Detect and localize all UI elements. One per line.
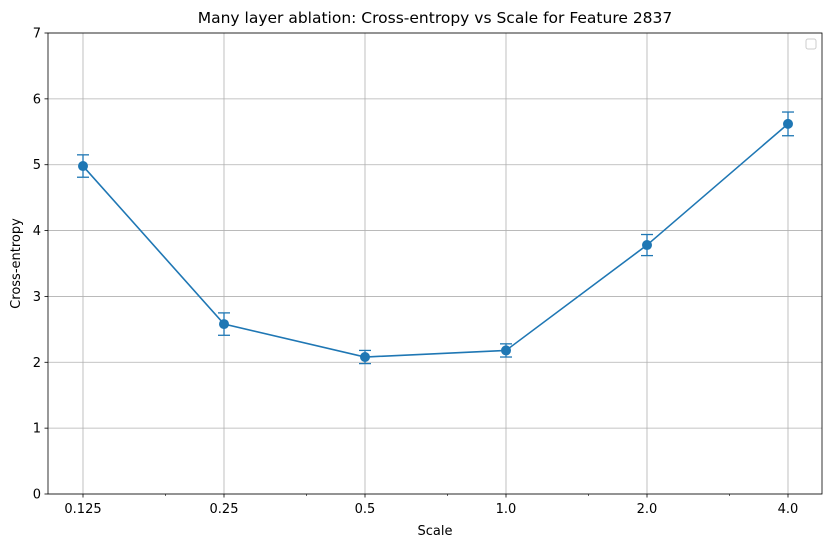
x-tick-label: 1.0 — [496, 502, 517, 517]
series-line — [82, 123, 789, 358]
plot-frame — [47, 32, 823, 495]
series-layer — [77, 111, 794, 365]
y-tick-label: 4 — [33, 224, 41, 239]
x-tick-label: 0.5 — [355, 502, 376, 517]
x-axis-label: Scale — [418, 524, 453, 539]
axes: 0 1 2 3 4 5 6 7 0.125 0.25 0.5 1.0 2.0 4.0 — [33, 27, 799, 518]
y-tick-label: 2 — [33, 356, 41, 371]
y-tick-label: 5 — [33, 158, 41, 173]
data-point — [78, 161, 88, 172]
data-point — [219, 319, 229, 330]
y-tick-label: 6 — [33, 92, 41, 107]
data-point — [360, 352, 370, 363]
y-tick-label: 1 — [33, 422, 41, 437]
y-tick-label: 3 — [33, 290, 41, 305]
legend-box — [805, 38, 817, 50]
x-tick-label: 0.25 — [210, 502, 239, 517]
x-tick-label: 2.0 — [637, 502, 658, 517]
data-point — [642, 240, 652, 251]
x-tick-label: 4.0 — [778, 502, 799, 517]
grid — [48, 32, 822, 495]
y-tick-label: 0 — [33, 488, 41, 503]
x-tick-label: 0.125 — [64, 502, 101, 517]
data-point — [783, 118, 793, 129]
chart-title: Many layer ablation: Cross-entropy vs Sc… — [198, 9, 673, 27]
y-tick-label: 7 — [33, 27, 41, 42]
y-axis-label: Cross-entropy — [9, 218, 24, 309]
data-point — [501, 345, 511, 356]
